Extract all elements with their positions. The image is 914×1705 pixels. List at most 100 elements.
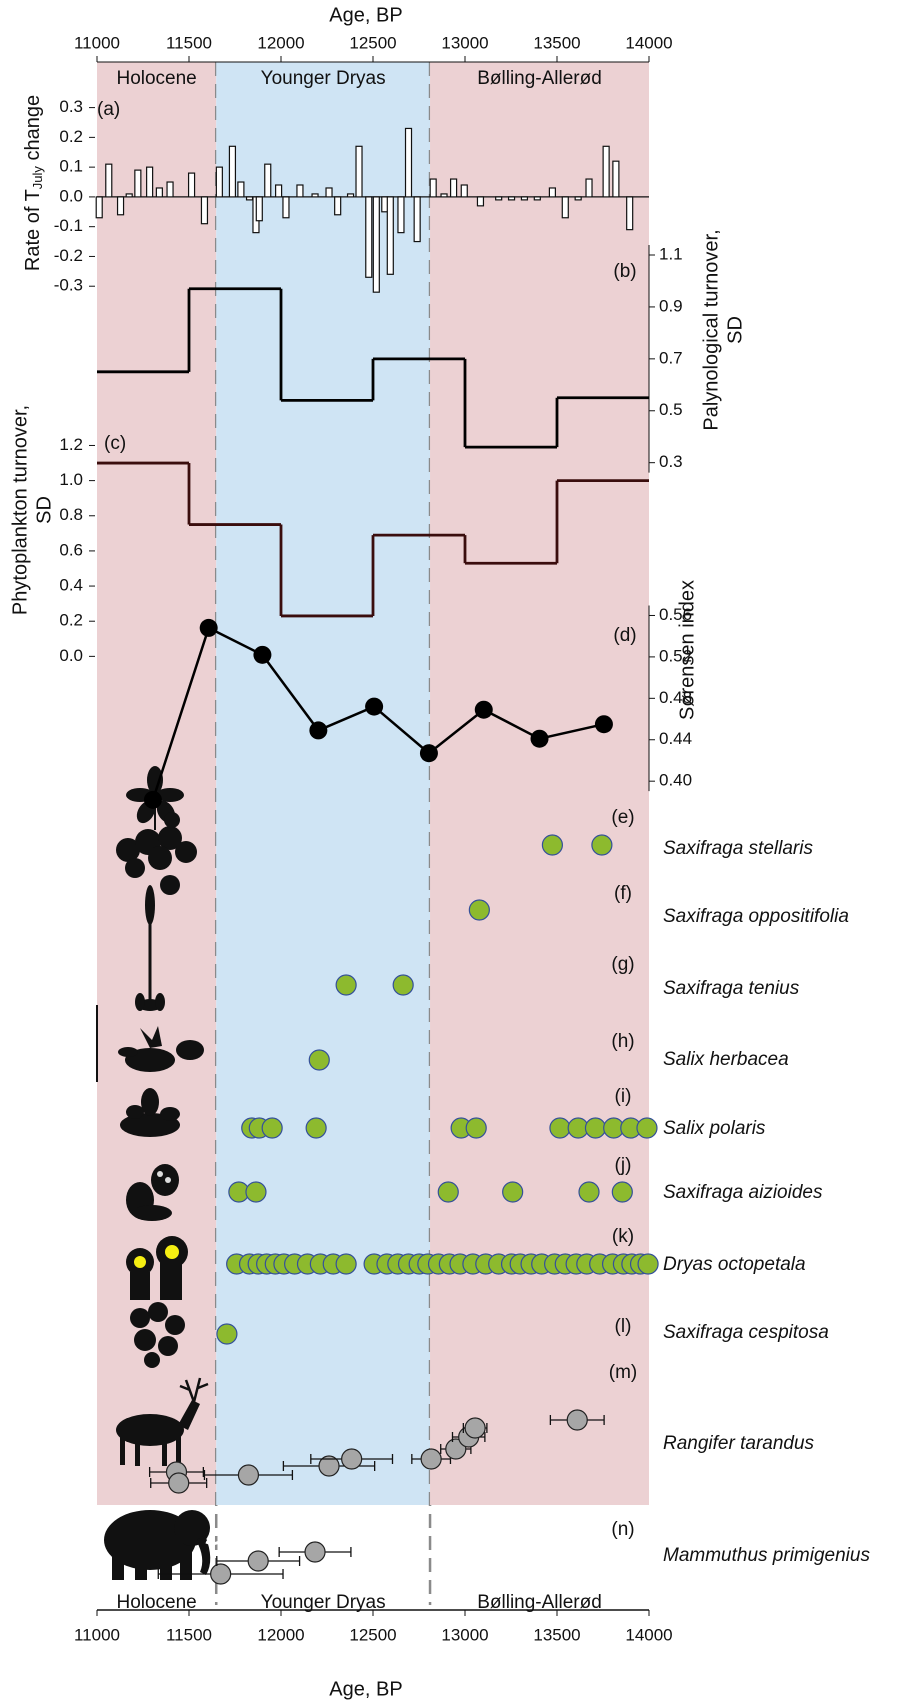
bar xyxy=(135,170,141,197)
bar xyxy=(229,146,235,197)
bar xyxy=(335,197,341,215)
y-axis-title-text: Rate of T xyxy=(22,189,44,271)
bar xyxy=(348,194,354,197)
occurrence-dot xyxy=(585,1118,605,1138)
y-tick-label: 0.4 xyxy=(59,576,83,595)
bar xyxy=(534,197,540,200)
occurrence-dot xyxy=(579,1182,599,1202)
bar xyxy=(126,194,132,197)
occurrence-dot xyxy=(466,1118,486,1138)
x-tick-label: 11000 xyxy=(74,1625,120,1644)
figure: HoloceneHoloceneYounger DryasYounger Dry… xyxy=(0,0,914,1705)
point xyxy=(144,791,162,809)
species-name: Salix polaris xyxy=(663,1118,766,1139)
panel-letter: (f) xyxy=(614,883,632,904)
bar xyxy=(509,197,515,200)
bar xyxy=(238,182,244,197)
panel-letter: (g) xyxy=(611,954,634,975)
panel-letter: (d) xyxy=(613,625,636,646)
date-dot xyxy=(465,1418,485,1438)
bar xyxy=(603,146,609,197)
bar xyxy=(627,197,633,230)
bar xyxy=(496,197,502,200)
bar xyxy=(366,197,372,277)
y-axis-title-suffix: change xyxy=(22,95,44,166)
bar xyxy=(398,197,404,233)
point xyxy=(475,701,493,719)
bar xyxy=(247,197,253,200)
x-tick-label: 13000 xyxy=(441,33,488,52)
y-axis-title-d: Sørensen index xyxy=(676,580,698,720)
species-name: Dryas octopetala xyxy=(663,1254,806,1275)
bar xyxy=(276,185,282,197)
panel-letter: (k) xyxy=(612,1226,634,1247)
y-tick-label: -0.3 xyxy=(54,276,83,295)
icon-mammuthus-primigenius xyxy=(104,1510,226,1580)
bar xyxy=(167,182,173,197)
occurrence-dot xyxy=(638,1254,658,1274)
point xyxy=(365,698,383,716)
bar xyxy=(521,197,527,200)
period-band xyxy=(216,62,430,1505)
occurrence-dot xyxy=(217,1324,237,1344)
occurrence-dot xyxy=(612,1182,632,1202)
occurrence-dot xyxy=(637,1118,657,1138)
y-tick-label: 0.8 xyxy=(59,505,83,524)
x-tick-label: 12000 xyxy=(257,33,304,52)
species-name: Saxifraga oppositifolia xyxy=(663,906,849,927)
y-tick-label: 0.3 xyxy=(659,452,683,471)
panel-letter: (h) xyxy=(611,1031,634,1052)
panel-letter: (e) xyxy=(611,807,634,828)
y-axis-title-a: Rate of TJuly change xyxy=(22,95,45,271)
occurrence-dot xyxy=(336,975,356,995)
bar xyxy=(216,167,222,197)
y-tick-label: 0.2 xyxy=(59,127,83,146)
bar xyxy=(373,197,379,292)
y-axis-title-b: SD xyxy=(724,316,746,344)
bar xyxy=(201,197,207,224)
occurrence-dot xyxy=(550,1118,570,1138)
bar xyxy=(283,197,289,218)
y-tick-label: 0.0 xyxy=(59,646,83,665)
bar xyxy=(326,188,332,197)
period-label: Younger Dryas xyxy=(261,68,386,89)
y-axis-title-subscript: July xyxy=(30,166,45,190)
date-dot xyxy=(238,1465,258,1485)
x-tick-label: 13500 xyxy=(533,33,580,52)
x-tick-label: 11000 xyxy=(74,33,120,52)
y-tick-label: 1.0 xyxy=(59,470,83,489)
bar xyxy=(613,161,619,197)
occurrence-dot xyxy=(306,1118,326,1138)
bar xyxy=(297,185,303,197)
occurrence-dot xyxy=(246,1182,266,1202)
x-tick-label: 14000 xyxy=(625,1625,672,1644)
y-tick-label: 1.1 xyxy=(659,244,683,263)
species-name: Saxifraga stellaris xyxy=(663,838,813,859)
bar xyxy=(586,179,592,197)
bar xyxy=(189,173,195,197)
panel-letter: (i) xyxy=(615,1086,632,1107)
bar xyxy=(549,188,555,197)
bar xyxy=(562,197,568,218)
point xyxy=(253,646,271,664)
panel-letter: (l) xyxy=(615,1316,632,1337)
point xyxy=(595,715,613,733)
bar xyxy=(387,197,393,274)
date-dot xyxy=(421,1449,441,1469)
panel-letter: (a) xyxy=(97,99,120,120)
period-label: Bølling-Allerød xyxy=(477,68,602,89)
point xyxy=(531,730,549,748)
panel-letter: (c) xyxy=(104,433,126,454)
occurrence-dot xyxy=(592,835,612,855)
bar xyxy=(106,164,112,197)
point xyxy=(309,721,327,739)
y-tick-label: 0.6 xyxy=(59,540,83,559)
species-name: Salix herbacea xyxy=(663,1049,789,1070)
bar xyxy=(147,167,153,197)
y-tick-label: 0.9 xyxy=(659,296,683,315)
y-tick-label: 0.0 xyxy=(59,186,83,205)
bar xyxy=(575,197,581,200)
point xyxy=(420,744,438,762)
occurrence-dot xyxy=(393,975,413,995)
x-tick-label: 12500 xyxy=(349,1625,396,1644)
